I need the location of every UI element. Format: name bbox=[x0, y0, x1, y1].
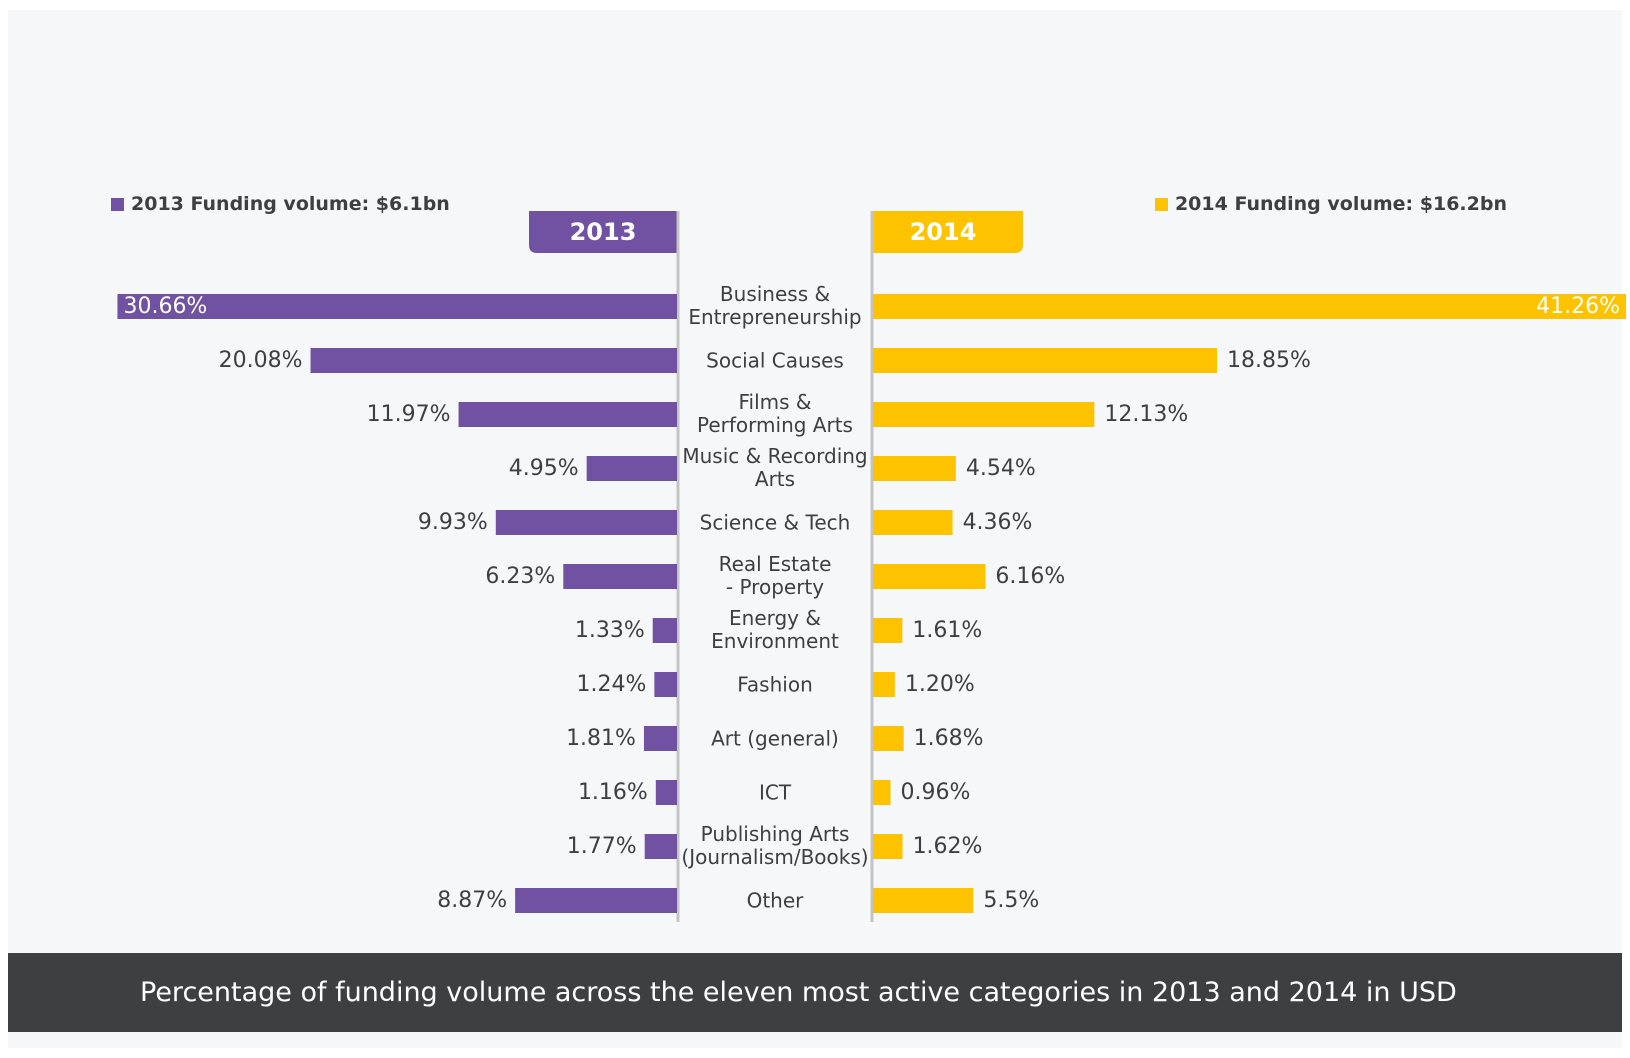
year-tab-2014-label: 2014 bbox=[910, 218, 977, 246]
year-tab-2013-label: 2013 bbox=[570, 218, 637, 246]
legend-swatch-2013 bbox=[111, 198, 124, 211]
bar-2013 bbox=[117, 294, 677, 319]
bar-2013 bbox=[586, 456, 677, 481]
value-label-2013: 1.16% bbox=[578, 780, 648, 805]
legend-2014: 2014 Funding volume: $16.2bn bbox=[1154, 192, 1507, 216]
bar-2014 bbox=[873, 834, 903, 859]
category-label-line: Social Causes bbox=[706, 349, 844, 373]
category-label: Business & Entrepreneurship bbox=[688, 282, 861, 329]
bar-2013 bbox=[458, 402, 677, 427]
legend-2013: 2013 Funding volume: $6.1bn bbox=[111, 192, 450, 216]
value-label-2014: 4.54% bbox=[966, 456, 1036, 481]
year-tab-2014 bbox=[873, 211, 1023, 253]
value-label-2013: 4.95% bbox=[509, 456, 579, 481]
category-label-line: ICT bbox=[759, 781, 792, 805]
year-tab-2013 bbox=[529, 211, 677, 253]
bar-2013 bbox=[654, 672, 677, 697]
chart-caption: Percentage of funding volume across the … bbox=[140, 977, 1457, 1008]
chart-panel bbox=[8, 10, 1622, 1048]
legend-swatch-2014 bbox=[1154, 198, 1168, 211]
bar-2014 bbox=[873, 672, 895, 697]
category-label: Other bbox=[747, 889, 805, 913]
value-label-2014: 1.20% bbox=[905, 672, 975, 697]
legend-2014-label: 2014 Funding volume: $16.2bn bbox=[1174, 193, 1507, 215]
category-label-line: Business & bbox=[720, 282, 830, 306]
value-label-2013: 11.97% bbox=[367, 402, 451, 427]
category-label-line: Fashion bbox=[737, 673, 813, 697]
bar-2014 bbox=[873, 888, 974, 913]
category-label-line: Real Estate bbox=[719, 552, 832, 576]
category-label-line: Music & Recording bbox=[682, 444, 867, 468]
category-label-line: Publishing Arts bbox=[701, 822, 850, 846]
value-label-2014: 18.85% bbox=[1227, 348, 1311, 373]
bar-2013 bbox=[644, 834, 677, 859]
bar-2014 bbox=[873, 402, 1095, 427]
bar-2014 bbox=[873, 780, 891, 805]
category-label-line: Environment bbox=[711, 629, 839, 653]
category-label: Real Estate - Property bbox=[719, 552, 832, 599]
value-label-2014: 5.5% bbox=[983, 888, 1039, 913]
category-label: Social Causes bbox=[706, 349, 844, 373]
value-label-2013: 1.33% bbox=[575, 618, 645, 643]
legend-2013-label: 2013 Funding volume: $6.1bn bbox=[131, 193, 450, 215]
bar-2014 bbox=[873, 510, 953, 535]
value-label-2013: 9.93% bbox=[418, 510, 488, 535]
category-label-line: Energy & bbox=[729, 606, 821, 630]
value-label-2014: 1.61% bbox=[912, 618, 982, 643]
category-label: Science & Tech bbox=[700, 511, 851, 535]
value-label-2013: 1.24% bbox=[576, 672, 646, 697]
category-label-line: Arts bbox=[755, 467, 795, 491]
category-label-line: Entrepreneurship bbox=[688, 305, 861, 329]
category-label: Fashion bbox=[737, 673, 813, 697]
bar-2014 bbox=[873, 348, 1218, 373]
value-label-2013: 8.87% bbox=[437, 888, 507, 913]
bar-2014 bbox=[873, 294, 1626, 319]
category-label: Music & Recording Arts bbox=[682, 444, 867, 491]
value-label-2014: 41.26% bbox=[1536, 294, 1620, 319]
value-label-2013: 1.77% bbox=[567, 834, 637, 859]
value-label-2014: 0.96% bbox=[901, 780, 971, 805]
category-label: Films & Performing Arts bbox=[697, 390, 853, 437]
bar-2014 bbox=[873, 564, 986, 589]
category-label-line: Art (general) bbox=[711, 727, 839, 751]
value-label-2014: 1.62% bbox=[913, 834, 983, 859]
bar-2013 bbox=[515, 888, 677, 913]
category-label-line: Science & Tech bbox=[700, 511, 851, 535]
value-label-2013: 6.23% bbox=[485, 564, 555, 589]
bar-2013 bbox=[655, 780, 677, 805]
bar-2013 bbox=[310, 348, 677, 373]
value-label-2013: 1.81% bbox=[566, 726, 636, 751]
category-label: Publishing Arts (Journalism/Books) bbox=[681, 822, 868, 869]
category-label-line: Films & bbox=[738, 390, 811, 414]
value-label-2013: 30.66% bbox=[123, 294, 207, 319]
category-label-line: (Journalism/Books) bbox=[681, 845, 868, 869]
category-label: Art (general) bbox=[711, 727, 839, 751]
value-label-2014: 6.16% bbox=[995, 564, 1065, 589]
value-label-2014: 4.36% bbox=[963, 510, 1033, 535]
bar-2013 bbox=[643, 726, 677, 751]
category-label-line: Performing Arts bbox=[697, 413, 853, 437]
category-label: Energy & Environment bbox=[711, 606, 839, 653]
bar-2013 bbox=[495, 510, 677, 535]
value-label-2013: 20.08% bbox=[219, 348, 303, 373]
category-label-line: Other bbox=[747, 889, 805, 913]
value-label-2014: 1.68% bbox=[914, 726, 984, 751]
bar-2014 bbox=[873, 456, 956, 481]
category-label: ICT bbox=[759, 781, 792, 805]
bar-2013 bbox=[563, 564, 677, 589]
bar-2014 bbox=[873, 726, 904, 751]
caption-bar: Percentage of funding volume across the … bbox=[8, 953, 1622, 1032]
category-label-line: - Property bbox=[726, 575, 824, 599]
bar-2013 bbox=[652, 618, 677, 643]
bar-2014 bbox=[873, 618, 903, 643]
value-label-2014: 12.13% bbox=[1104, 402, 1188, 427]
